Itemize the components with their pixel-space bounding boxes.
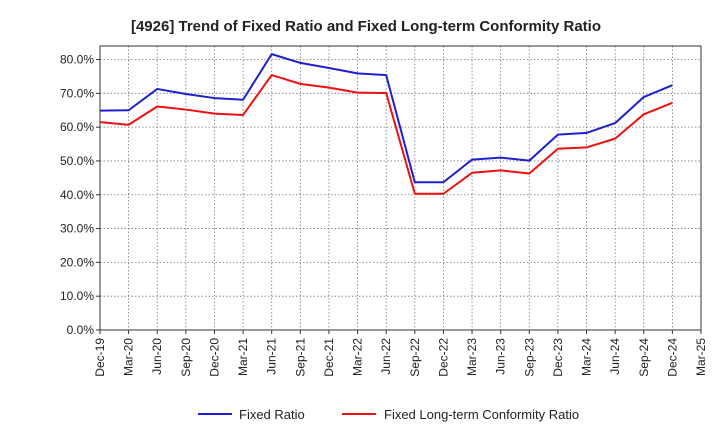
x-tick-label: Dec-24	[665, 338, 679, 377]
plot-frame	[99, 45, 702, 331]
x-tick-label: Dec-19	[93, 338, 107, 377]
x-tick-label: Mar-20	[122, 338, 136, 376]
chart-title: [4926] Trend of Fixed Ratio and Fixed Lo…	[131, 18, 601, 35]
y-tick-label: 20.0%	[60, 255, 94, 269]
x-tick-label: Sep-20	[179, 338, 193, 377]
x-tick-label: Jun-24	[608, 338, 622, 375]
y-tick-label: 10.0%	[60, 289, 94, 303]
y-tick-label: 80.0%	[60, 53, 94, 67]
x-tick-label: Jun-20	[150, 338, 164, 375]
legend-label-0: Fixed Ratio	[239, 407, 305, 422]
series-line-1	[99, 74, 673, 195]
y-tick-label: 50.0%	[60, 154, 94, 168]
x-tick-label: Sep-24	[637, 338, 651, 377]
x-tick-label: Dec-22	[436, 338, 450, 377]
x-tick-label: Sep-22	[408, 338, 422, 377]
series-line-0	[99, 53, 673, 184]
x-tick-label: Sep-21	[293, 338, 307, 377]
y-tick-label: 0.0%	[67, 323, 95, 337]
x-tick-label: Mar-22	[351, 338, 365, 376]
legend-label-1: Fixed Long-term Conformity Ratio	[384, 407, 579, 422]
x-tick-label: Dec-21	[322, 338, 336, 377]
y-tick-label: 40.0%	[60, 188, 94, 202]
x-tick-label: Mar-21	[236, 338, 250, 376]
x-tick-label: Dec-23	[551, 338, 565, 377]
x-tick-label: Jun-22	[379, 338, 393, 375]
x-axis: Dec-19 Mar-20 Jun-20 Sep-20 Dec-20 Mar-21 Jun-…	[93, 330, 708, 377]
y-axis: 0.0% 10.0% 20.0% 30.0% 40.0% 50.0% 60.0% 70.0% 8…	[60, 53, 100, 337]
y-tick-label: 70.0%	[60, 86, 94, 100]
x-tick-label: Mar-25	[694, 338, 708, 376]
x-tick-label: Sep-23	[522, 338, 536, 377]
x-tick-label: Jun-23	[494, 338, 508, 375]
x-tick-label: Mar-24	[580, 338, 594, 376]
x-tick-label: Mar-23	[465, 338, 479, 376]
y-tick-label: 60.0%	[60, 120, 94, 134]
legend: Fixed Ratio Fixed Long-term Conformity Ra…	[198, 407, 579, 422]
y-tick-label: 30.0%	[60, 222, 94, 236]
x-tick-label: Dec-20	[207, 338, 221, 377]
series-layer	[99, 53, 673, 195]
x-tick-label: Jun-21	[265, 338, 279, 375]
grid	[100, 46, 701, 330]
